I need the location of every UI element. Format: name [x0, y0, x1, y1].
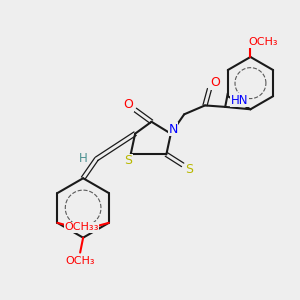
Text: S: S	[124, 154, 132, 167]
Text: OCH₃: OCH₃	[248, 37, 278, 47]
Text: OCH₃: OCH₃	[69, 222, 99, 232]
Text: OCH₃: OCH₃	[64, 222, 94, 232]
Text: S: S	[185, 163, 193, 176]
Text: O: O	[210, 76, 220, 89]
Text: OCH₃: OCH₃	[65, 256, 95, 266]
Text: H: H	[79, 152, 88, 165]
Text: O: O	[124, 98, 134, 111]
Text: HN: HN	[230, 94, 248, 107]
Text: N: N	[169, 123, 178, 136]
